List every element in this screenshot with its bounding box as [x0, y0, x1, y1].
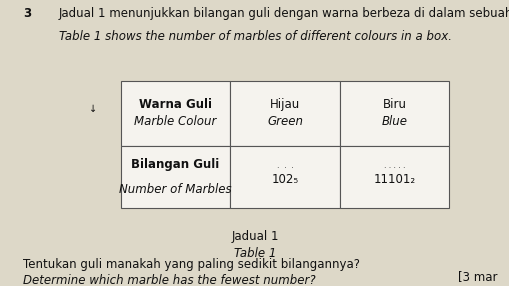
Text: Hijau: Hijau	[269, 98, 300, 111]
Text: 102₅: 102₅	[271, 173, 298, 186]
Bar	[340, 146, 448, 208]
Text: Tentukan guli manakah yang paling sedikit bilangannya?: Tentukan guli manakah yang paling sediki…	[23, 258, 359, 271]
Bar	[229, 81, 340, 146]
Text: ·  ·  ·: · · ·	[276, 164, 293, 173]
Text: 11101₂: 11101₂	[373, 173, 415, 186]
Text: Table 1: Table 1	[233, 247, 276, 260]
Bar	[340, 81, 448, 146]
Text: ↓: ↓	[89, 104, 97, 114]
Text: Number of Marbles: Number of Marbles	[119, 182, 231, 196]
Text: Blue: Blue	[381, 115, 407, 128]
Bar	[121, 146, 229, 208]
Bar	[229, 146, 340, 208]
Text: · · · · ·: · · · · ·	[383, 164, 405, 173]
Text: Biru: Biru	[382, 98, 406, 111]
Text: Green: Green	[267, 115, 302, 128]
Text: Table 1 shows the number of marbles of different colours in a box.: Table 1 shows the number of marbles of d…	[59, 30, 451, 43]
Text: Determine which marble has the fewest number?: Determine which marble has the fewest nu…	[23, 274, 315, 286]
Text: 3: 3	[23, 7, 31, 20]
Text: Bilangan Guli: Bilangan Guli	[131, 158, 219, 171]
Text: Warna Guli: Warna Guli	[138, 98, 212, 111]
Text: Jadual 1 menunjukkan bilangan guli dengan warna berbeza di dalam sebuah kotak.: Jadual 1 menunjukkan bilangan guli denga…	[59, 7, 509, 20]
Text: Marble Colour: Marble Colour	[134, 115, 216, 128]
Text: Jadual 1: Jadual 1	[231, 230, 278, 243]
Text: [3 mar: [3 mar	[457, 270, 496, 283]
Bar	[121, 81, 229, 146]
